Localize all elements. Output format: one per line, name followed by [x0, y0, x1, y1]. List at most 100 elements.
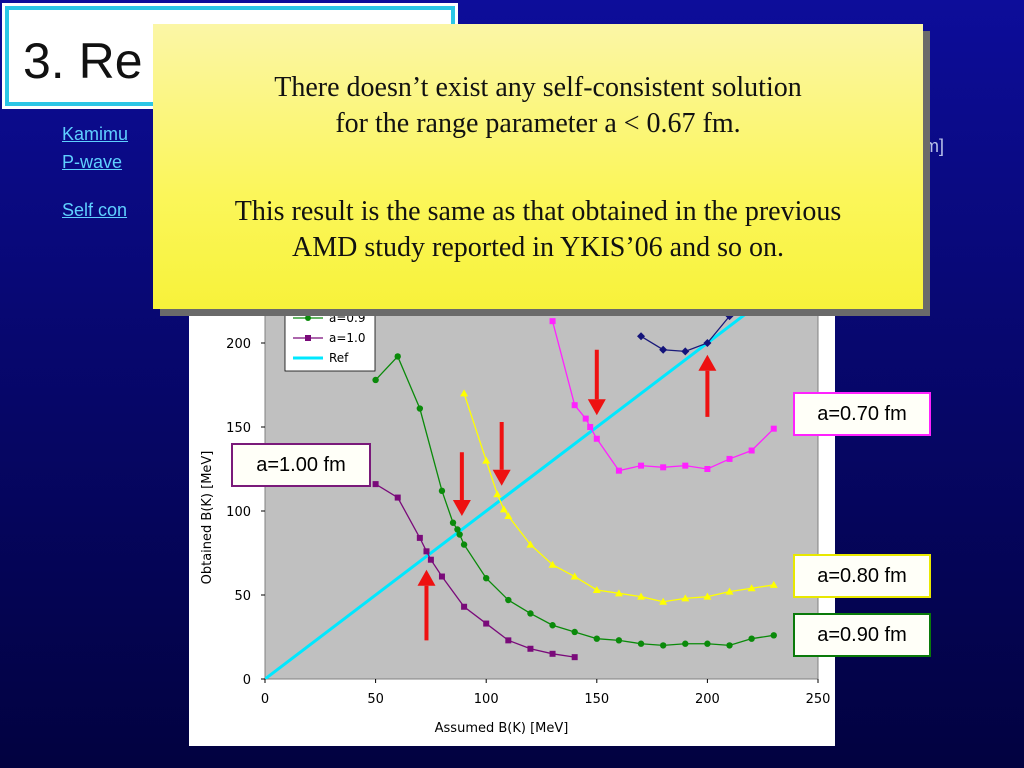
data-point-a075	[587, 424, 594, 430]
data-point-a09	[456, 531, 463, 538]
data-point-a07	[703, 339, 712, 347]
result-popup: There doesn’t exist any self-consistent …	[153, 24, 923, 309]
label-a070: a=0.70 fm	[793, 392, 931, 436]
data-point-a08	[637, 592, 646, 600]
data-point-a08	[659, 597, 668, 605]
series-line-a10	[375, 483, 575, 658]
data-point-a10	[372, 481, 379, 488]
data-point-a10	[549, 650, 556, 657]
data-point-a08	[548, 560, 557, 568]
data-point-a075	[549, 318, 556, 325]
data-point-a09	[454, 526, 461, 533]
data-point-a09	[726, 642, 733, 649]
x-tick-label: 0	[261, 692, 269, 707]
legend-label: a=1.0	[329, 331, 366, 345]
y-tick-label: 100	[226, 505, 251, 520]
series-group	[265, 296, 778, 679]
data-point-a09	[460, 541, 468, 548]
data-point-a07	[659, 345, 668, 354]
data-point-a075	[582, 415, 589, 422]
data-point-a08	[499, 505, 508, 513]
x-tick-label: 100	[474, 692, 499, 707]
data-point-a08	[681, 594, 690, 602]
data-point-a10	[394, 494, 401, 501]
data-point-a075	[726, 455, 733, 462]
arrow-head	[452, 500, 471, 517]
y-tick-label: 50	[234, 589, 251, 604]
label-a080: a=0.80 fm	[793, 554, 931, 598]
data-point-a08	[703, 592, 712, 600]
data-point-a09	[549, 622, 556, 629]
reference-link-2[interactable]: P-wave	[62, 152, 123, 172]
data-point-a10	[571, 654, 578, 661]
binding-energy-chart: 0 50 100 150 200 250 0 50 100 150 200 Assumed B(K) …	[200, 296, 830, 736]
data-point-a08	[614, 589, 623, 597]
arrow-head	[587, 399, 606, 416]
popup-paragraph-1: There doesn’t exist any self-consistent …	[153, 70, 923, 142]
arrow-head	[417, 569, 436, 586]
label-a070-text: a=0.70 fm	[817, 402, 907, 425]
data-point-a075	[770, 425, 777, 432]
label-a090-text: a=0.90 fm	[817, 623, 907, 646]
x-tick-label: 50	[367, 692, 384, 707]
data-point-a075	[571, 402, 578, 409]
chart-panel: 0 50 100 150 200 250 0 50 100 150 200 Assumed B(K) …	[189, 296, 835, 746]
annotation-arrow	[698, 354, 717, 417]
data-point-a09	[615, 637, 623, 644]
popup-line-1: There doesn’t exist any self-consistent …	[274, 72, 802, 103]
data-point-a09	[394, 353, 401, 360]
data-point-a10	[505, 637, 512, 644]
data-point-a075	[593, 435, 600, 442]
reference-link-3[interactable]: Self con	[62, 200, 128, 220]
data-point-a08	[769, 580, 778, 588]
data-point-a075	[704, 466, 711, 472]
data-point-a09	[372, 376, 379, 384]
arrow-head	[492, 469, 511, 486]
data-point-a07	[725, 312, 734, 321]
data-point-a08	[747, 584, 756, 592]
legend-label: Ref	[329, 351, 349, 365]
annotation-arrow	[452, 452, 471, 517]
data-point-a075	[682, 462, 689, 469]
label-a090: a=0.90 fm	[793, 613, 931, 657]
data-point-a09	[527, 610, 534, 617]
data-point-a09	[449, 519, 457, 526]
reference-link-1[interactable]: Kamimu	[62, 124, 129, 144]
label-a080-text: a=0.80 fm	[817, 564, 907, 587]
data-point-a08	[482, 456, 491, 464]
popup-line-2: for the range parameter a < 0.67 fm.	[335, 108, 741, 139]
data-point-a08	[570, 572, 579, 580]
data-point-a075	[638, 462, 645, 469]
data-point-a08	[460, 389, 469, 397]
data-point-a08	[504, 512, 513, 520]
slide-title: 3. Re	[23, 33, 143, 89]
label-a100: a=1.00 fm	[231, 443, 371, 487]
y-tick-label: 200	[226, 337, 251, 352]
data-point-a075	[748, 447, 755, 454]
annotation-arrow	[587, 349, 606, 416]
data-point-a09	[637, 640, 645, 647]
data-point-a09	[659, 642, 667, 649]
label-a100-text: a=1.00 fm	[256, 453, 346, 476]
data-point-a08	[592, 585, 601, 593]
data-point-a07	[681, 347, 690, 356]
data-point-a09	[704, 640, 711, 647]
data-point-a09	[505, 596, 512, 604]
data-point-a075	[615, 467, 622, 474]
data-point-a10	[527, 645, 534, 652]
data-point-a09	[438, 487, 446, 495]
data-point-a09	[571, 628, 578, 636]
series-line-a09	[375, 355, 774, 647]
arrow-head	[698, 354, 717, 371]
data-point-a09	[748, 635, 755, 642]
popup-paragraph-2: This result is the same as that obtained…	[153, 194, 923, 266]
data-point-a08	[725, 587, 734, 595]
popup-line-4: AMD study reported in YKIS’06 and so on.	[291, 232, 785, 263]
data-point-a10	[416, 534, 423, 541]
legend-marker	[305, 315, 311, 321]
y-tick-label: 150	[226, 421, 251, 436]
data-point-a08	[493, 490, 502, 498]
x-tick-label: 150	[584, 692, 609, 707]
series-line-ref	[265, 296, 772, 679]
data-point-a10	[423, 548, 430, 555]
